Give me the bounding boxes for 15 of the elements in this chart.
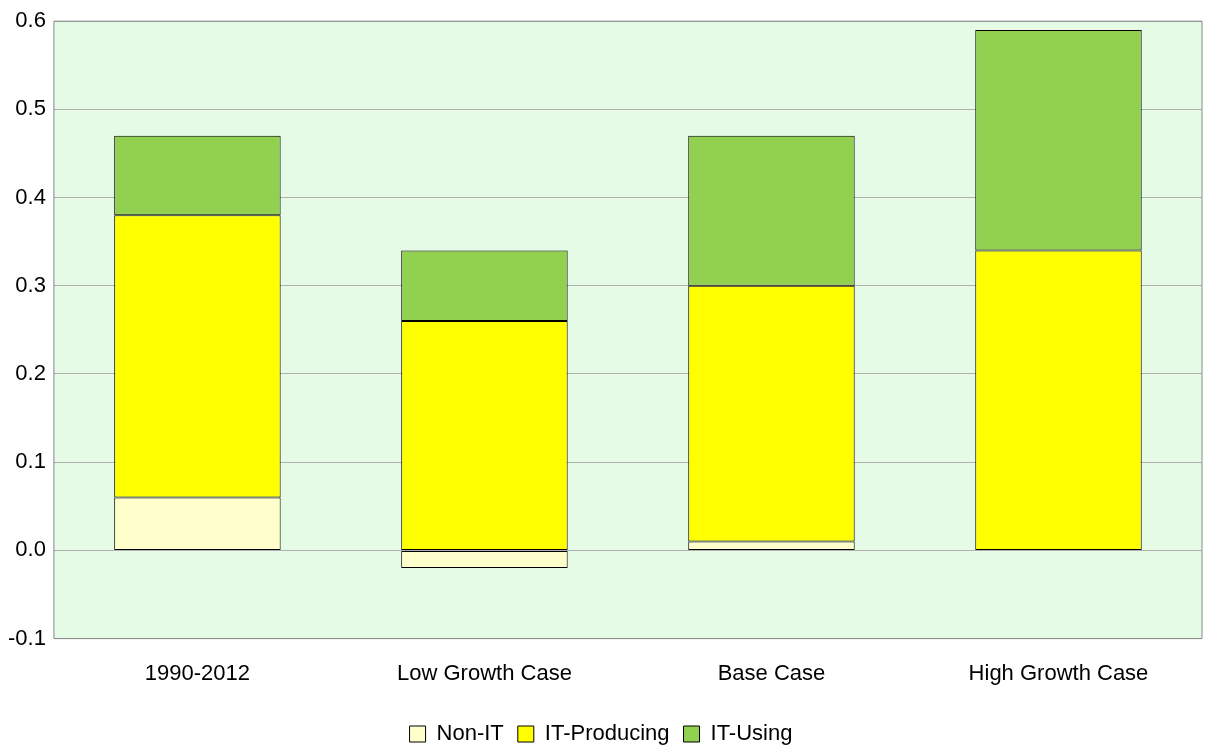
y-tick-label: 0.1 (15, 448, 46, 474)
y-tick-label: 0.0 (15, 536, 46, 562)
legend-label: IT-Using (710, 720, 793, 746)
x-tick-label: Base Case (717, 659, 826, 685)
y-tick-label: 0.2 (15, 360, 46, 386)
y-tick-label: 0.4 (15, 183, 46, 209)
x-tick-label: 1990-2012 (144, 659, 251, 685)
y-tick-label: 0.6 (15, 7, 46, 33)
y-tick-label: -0.1 (7, 624, 46, 650)
x-tick-label: High Growth Case (968, 659, 1149, 685)
y-tick-label: 0.3 (15, 271, 46, 297)
legend-label: Non-IT (436, 720, 504, 746)
x-tick-label: Low Growth Case (397, 659, 572, 685)
legend-label: IT-Producing (544, 720, 670, 746)
y-tick-label: 0.5 (15, 95, 46, 121)
